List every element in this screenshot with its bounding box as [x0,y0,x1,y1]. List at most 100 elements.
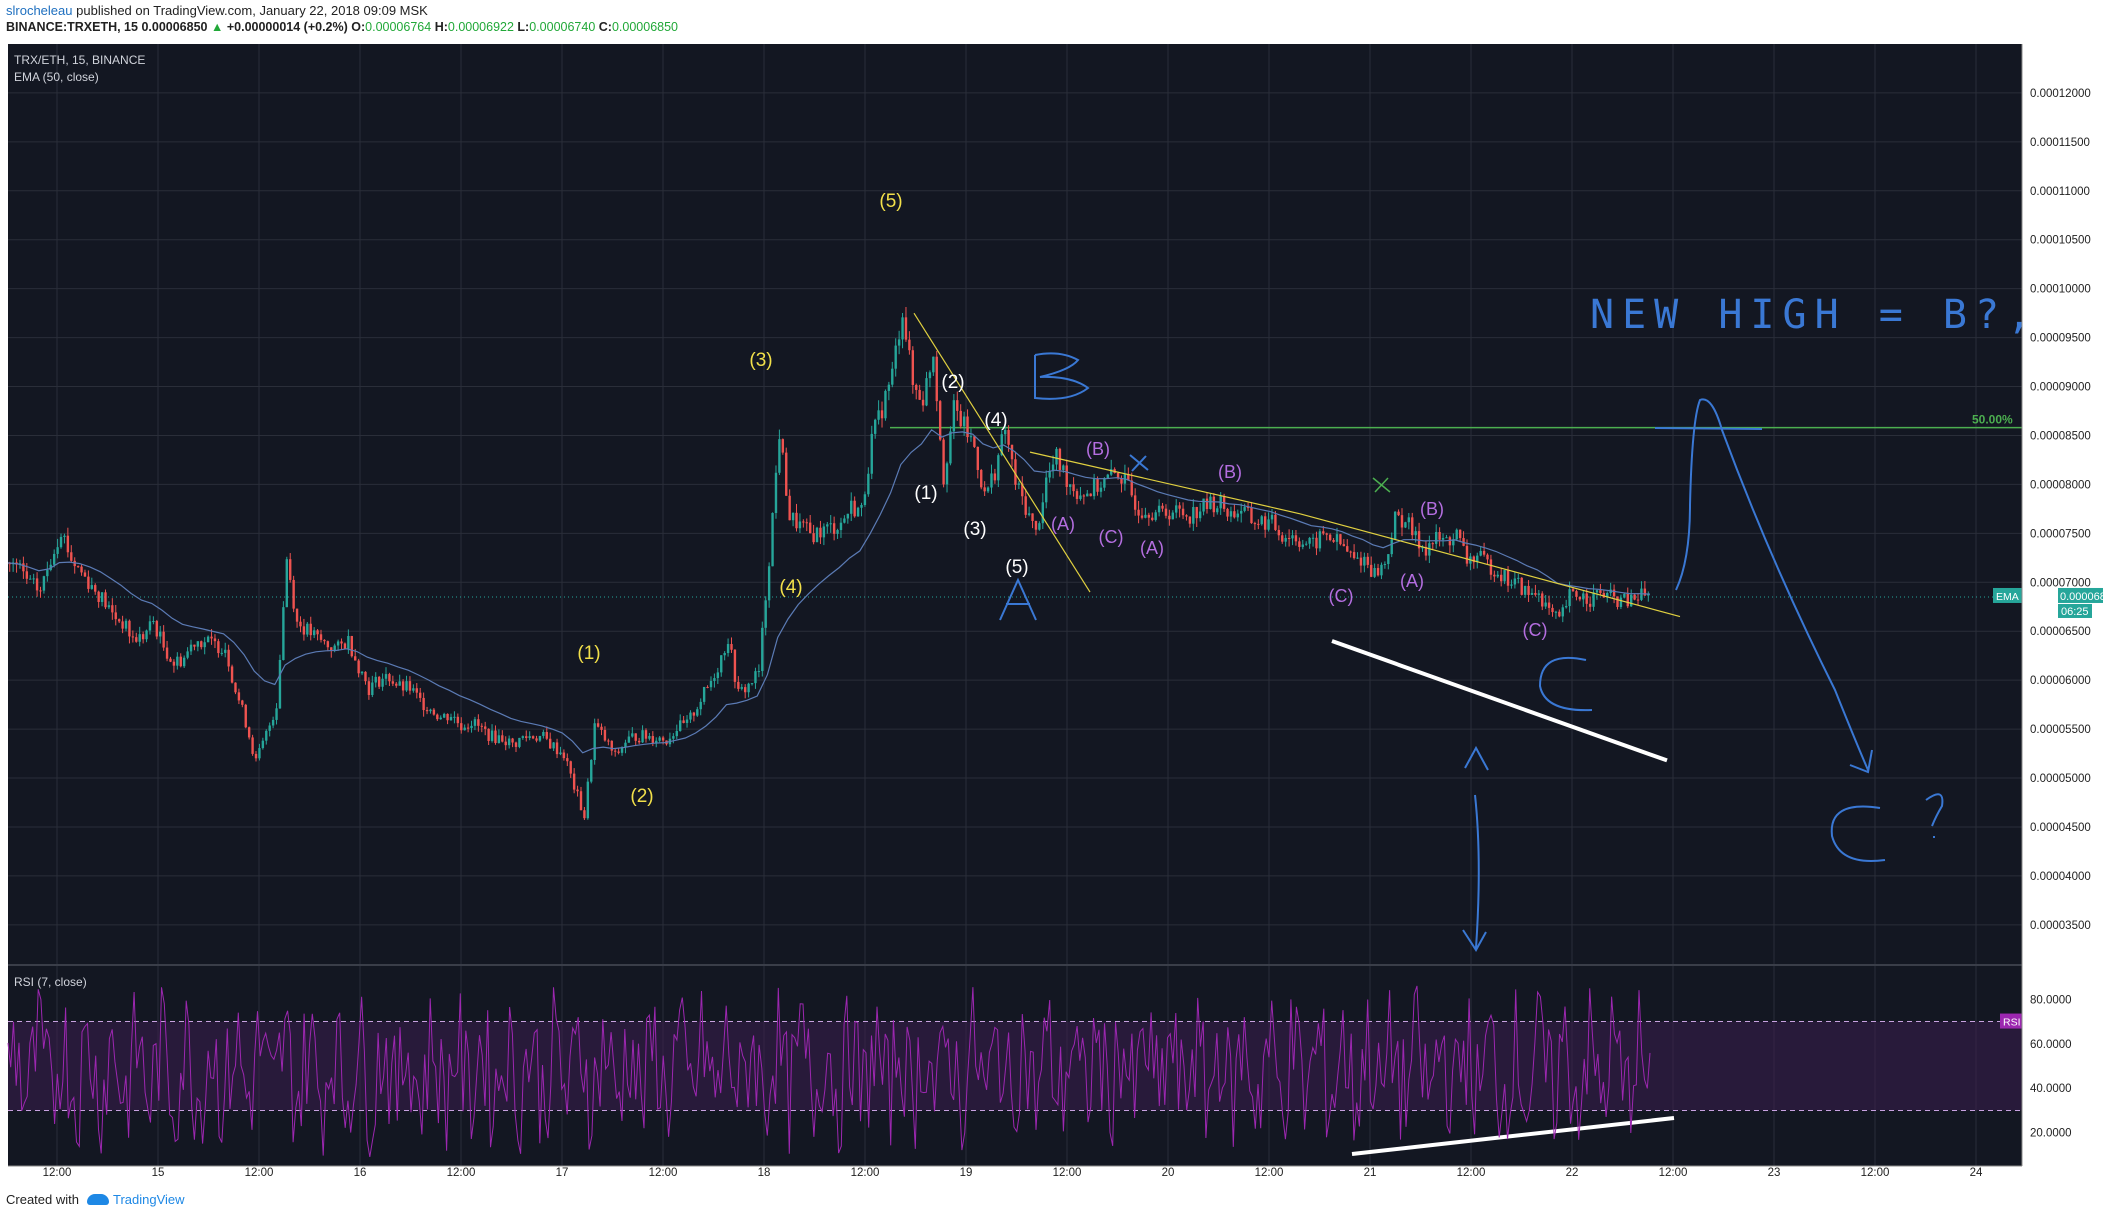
candle-body [299,621,302,627]
rsi-line [7,985,1651,1157]
candle-body [1517,577,1520,579]
y-tick-label: 0.00006500 [2030,626,2091,638]
candle-body [1503,570,1506,582]
candle-body [100,592,104,602]
candle-body [966,416,969,438]
open-label: O: [351,20,366,34]
candle-body [870,433,873,474]
candle-body [778,439,781,473]
candle-body [87,576,90,589]
x-tick-label: 18 [758,1167,771,1179]
candle-body [1441,537,1445,540]
candle-body [973,436,976,447]
x-tick-label: 20 [1162,1167,1175,1179]
wave-label-purple: (B) [1086,439,1110,459]
candle-body [685,719,689,723]
y-tick-label: 0.00012000 [2030,88,2091,100]
author-link[interactable]: slrocheleau [6,3,73,18]
candle-body [1024,496,1027,515]
candle-body [1328,534,1332,541]
candle-body [1541,593,1544,607]
wave-label-purple: (A) [1140,538,1164,558]
y-tick-label: 0.00008000 [2030,479,2091,491]
candle-body [822,526,826,538]
y-tick-label: 0.00008500 [2030,430,2091,442]
candle-body [477,719,480,726]
ema-tag-text: EMA [1996,591,2019,603]
wave-label-purple: (C) [1329,586,1354,606]
candle-body [880,410,884,419]
candle-body [1547,602,1551,608]
candle-body [1120,478,1123,484]
wave-label-white: (1) [914,483,937,504]
candle-body [1376,568,1380,576]
chart-canvas[interactable]: 50.00% NEW HIGH = B?, (1)(2)(3)(4)(5)(1)… [0,40,2103,1180]
x-tick-label: 12:00 [649,1167,678,1179]
candle-body [261,740,265,749]
y-tick-label: 0.00010500 [2030,235,2091,247]
candle-body [1633,594,1636,600]
candle-body [162,631,165,648]
candle-body [535,738,538,741]
candle-body [682,720,685,723]
candle-body [641,730,644,743]
candle-body [319,634,323,640]
candle-body [566,758,569,762]
candle-body [1103,478,1106,488]
candle-body [285,559,288,608]
candle-body [391,681,395,684]
candle-body [148,621,152,631]
candle-body [1643,588,1647,596]
candle-body [289,559,292,580]
double-arrow [1462,745,1489,952]
candle-body [206,636,210,643]
candle-body [531,736,535,739]
candle-body [1544,602,1547,607]
countdown-tag-bg [2058,603,2092,618]
candle-body [757,671,761,673]
candle-body [52,553,56,565]
wave-label-yellow: (2) [630,786,653,807]
candle-body [1233,511,1236,518]
candle-body [1209,496,1212,509]
candle-body [1311,537,1315,539]
candle-body [1626,593,1629,607]
x-tick-label: 22 [1566,1167,1579,1179]
candle-body [1606,593,1609,598]
candle-body [1359,557,1363,566]
tradingview-brand: TradingView [112,1192,185,1207]
candle-body [446,713,449,721]
candle-body [761,627,764,672]
candle-body [1048,471,1051,478]
candle-body [1226,508,1229,517]
candle-body [1140,515,1144,518]
tradingview-link[interactable]: TradingView [86,1192,185,1207]
candle-body [1407,517,1411,523]
candle-body [1346,546,1349,552]
candle-body [1010,444,1014,460]
projection-path [1675,398,1873,774]
candle-body [271,719,275,726]
created-with-text: Created with [6,1192,79,1207]
candle-body [1151,517,1154,520]
up-arrow-icon: ▲ [210,20,224,34]
x-tick-label: 12:00 [1053,1167,1082,1179]
candle-body [1496,574,1499,577]
candle-body [357,660,360,674]
candle-body [791,512,795,521]
candle-body [333,645,336,651]
low-label: L: [517,20,530,34]
candle-body [1072,484,1075,492]
candle-body [956,400,959,411]
candle-body [1537,593,1541,595]
candle-body [617,751,620,753]
candle-body [227,649,230,667]
candle-body [819,527,822,538]
candle-body [590,759,593,782]
candle-body [1585,593,1588,604]
ohlc-header: BINANCE:TRXETH, 15 0.00006850 ▲ +0.00000… [6,20,678,34]
candle-body [1092,478,1096,497]
candle-body [648,736,651,739]
x-tick-label: 23 [1768,1167,1781,1179]
candle-body [124,620,128,629]
